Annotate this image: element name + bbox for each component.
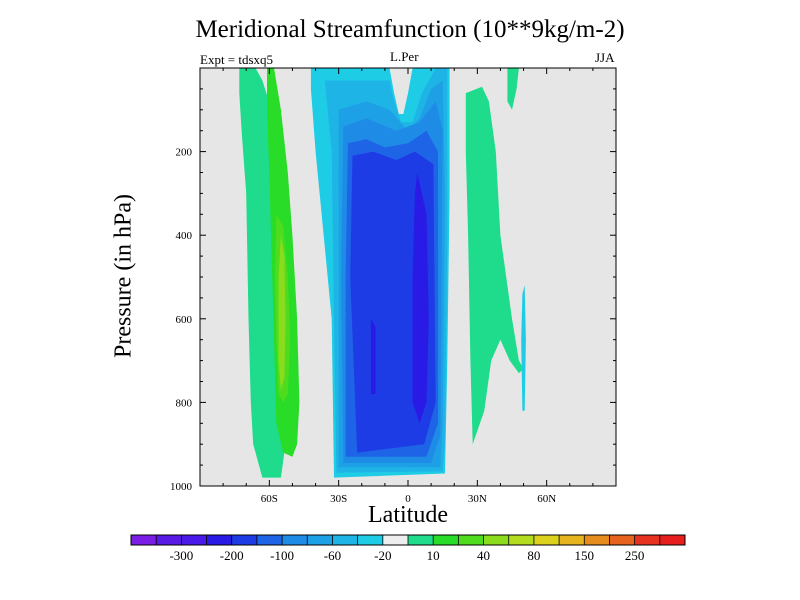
contour-fills [239, 68, 526, 478]
contour-nh-cell-band [465, 86, 524, 445]
colorbar-swatch [508, 535, 535, 545]
colorbar-swatch [533, 535, 560, 545]
colorbar-swatch [231, 535, 258, 545]
x-tick-label: 30N [468, 493, 487, 505]
y-tick-label: 1000 [170, 481, 193, 493]
colorbar-swatch [282, 535, 308, 545]
colorbar-frame [130, 534, 686, 546]
colorbar-swatch [408, 535, 434, 545]
colorbar-label: 10 [427, 548, 440, 563]
colorbar-label: 80 [527, 548, 540, 563]
y-tick-label: 200 [176, 147, 193, 159]
colorbar-swatch [609, 535, 635, 545]
chart-title: Meridional Streamfunction (10**9kg/m-2) [195, 16, 625, 43]
contour-nh-cell-top [507, 68, 519, 110]
colorbar-swatch [256, 535, 283, 545]
colorbar-swatch [307, 535, 333, 545]
colorbar-swatch [131, 535, 157, 545]
colorbar-label: -300 [169, 548, 193, 563]
x-tick-label: 0 [405, 493, 411, 505]
colorbar-label: 150 [575, 548, 595, 563]
colorbar-swatch [584, 535, 610, 545]
colorbar-label: -20 [374, 548, 391, 563]
colorbar-label: -60 [324, 548, 341, 563]
y-tick-label: 400 [176, 230, 193, 242]
colorbar-swatch [559, 535, 585, 545]
experiment-label: Expt = tdsxq5 [200, 52, 274, 67]
colorbar-swatch [332, 535, 358, 545]
colorbar: -300 -200 -100 -60 -20 10 40 80 150 250 [130, 534, 686, 563]
run-label: L.Per [390, 49, 419, 64]
colorbar-swatch [483, 535, 510, 545]
colorbar-swatch [659, 535, 686, 545]
colorbar-label: 250 [625, 548, 645, 563]
colorbar-swatch [156, 535, 182, 545]
colorbar-swatch [634, 535, 661, 545]
colorbar-label: -200 [220, 548, 244, 563]
colorbar-swatch [433, 535, 459, 545]
y-tick-label: 600 [176, 314, 193, 326]
contour-ferrel-blue-6 [371, 318, 376, 394]
x-tick-label: 30S [330, 493, 347, 505]
colorbar-swatch [181, 535, 207, 545]
contour-ferrel-blue-5 [412, 172, 429, 424]
colorbar-label: 40 [477, 548, 490, 563]
x-tick-label: 60N [537, 493, 556, 505]
colorbar-swatch [382, 535, 409, 545]
y-tick-label: 800 [176, 397, 193, 409]
axis-ticks: 60S 30S 0 30N 60N 200 400 600 800 1000 [170, 68, 616, 505]
season-label: JJA [595, 50, 615, 65]
x-axis-label: Latitude [368, 502, 448, 528]
colorbar-swatch [357, 535, 384, 545]
contour-sh-cell-core [278, 235, 286, 390]
colorbar-swatch [206, 535, 233, 545]
colorbar-label: -100 [270, 548, 294, 563]
contour-nh-streak [521, 285, 526, 411]
x-tick-label: 60S [261, 493, 278, 505]
colorbar-swatch [458, 535, 484, 545]
